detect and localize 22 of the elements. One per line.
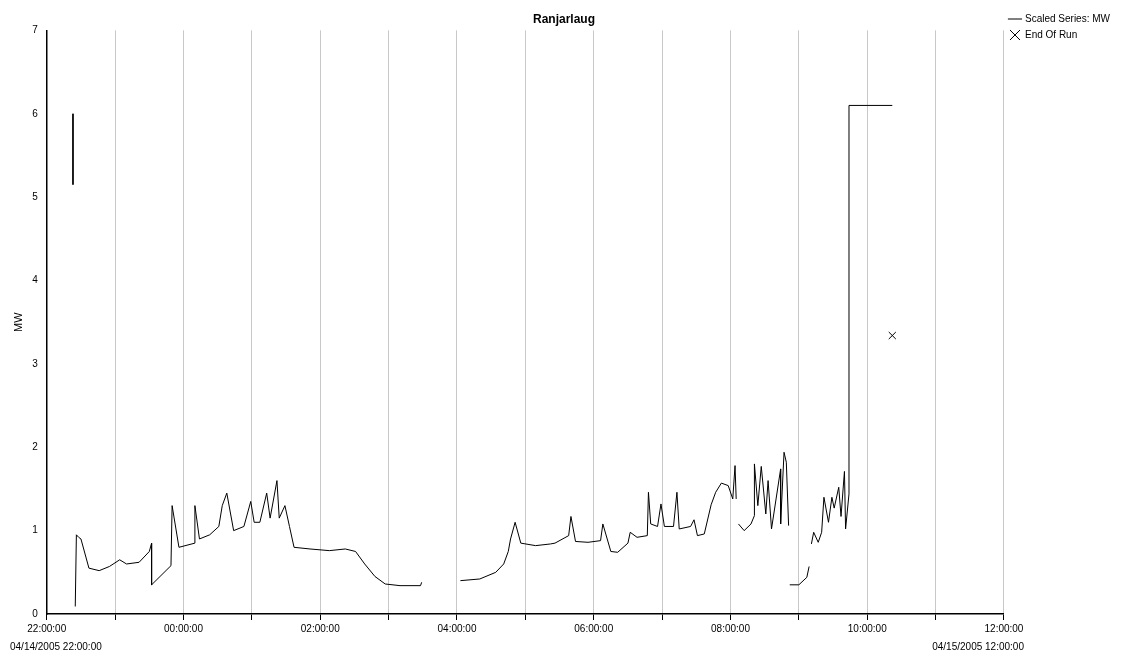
y-axis-title: MW bbox=[11, 311, 24, 332]
x-tick-label: 04:00:00 bbox=[437, 622, 477, 634]
text: 04/14/2005 22:00:00 bbox=[10, 640, 103, 652]
y-tick-label: 0 bbox=[32, 607, 39, 619]
y-tick-label: 2 bbox=[32, 441, 39, 453]
x-tick-label: 08:00:00 bbox=[711, 622, 751, 634]
y-tick-label: 4 bbox=[32, 274, 39, 286]
chart-title: Ranjarlaug bbox=[532, 11, 596, 26]
legend-label: Scaled Series: MW bbox=[1024, 12, 1111, 24]
x-tick-label: 02:00:00 bbox=[300, 622, 341, 634]
y-tick-label: 3 bbox=[32, 357, 39, 369]
y-tick-label: 1 bbox=[32, 524, 39, 536]
legend-label: End Of Run bbox=[1024, 28, 1078, 40]
x-tick-label: 22:00:00 bbox=[27, 622, 67, 634]
x-tick-label: 00:00:00 bbox=[164, 622, 204, 634]
y-tick-label: 7 bbox=[32, 24, 39, 36]
x-tick-label: 12:00:00 bbox=[984, 622, 1024, 634]
x-tick-label: 06:00:00 bbox=[574, 622, 614, 634]
y-tick-label: 5 bbox=[32, 190, 39, 202]
y-tick-label: 6 bbox=[32, 107, 39, 119]
x-tick-label: 10:00:00 bbox=[847, 622, 888, 634]
text: 04/15/2005 12:00:00 bbox=[932, 640, 1025, 652]
